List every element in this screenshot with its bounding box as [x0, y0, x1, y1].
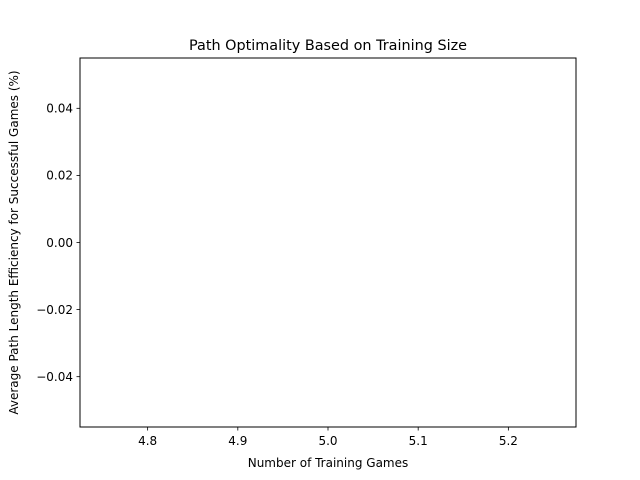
x-tick-label: 4.8: [138, 434, 157, 448]
x-tick-label: 5.0: [318, 434, 337, 448]
axes-frame: [79, 57, 577, 428]
x-tick-label: 5.1: [409, 434, 428, 448]
x-tick-label: 5.2: [499, 434, 518, 448]
chart-title: Path Optimality Based on Training Size: [189, 38, 467, 54]
plot-area: [79, 57, 577, 428]
y-axis-label: Average Path Length Efficiency for Succe…: [7, 70, 21, 414]
y-tick-label: 0.02: [46, 169, 73, 183]
y-axis-ticks: −0.04 −0.02 0.00 0.02 0.04: [36, 102, 80, 384]
x-tick-label: 4.9: [228, 434, 247, 448]
y-tick-label: 0.00: [46, 236, 73, 250]
y-tick-label: 0.04: [46, 102, 73, 116]
y-tick-label: −0.02: [36, 303, 73, 317]
x-axis-label: Number of Training Games: [248, 456, 409, 470]
y-tick-label: −0.04: [36, 370, 73, 384]
x-axis-ticks: 4.8 4.9 5.0 5.1 5.2: [138, 427, 518, 448]
